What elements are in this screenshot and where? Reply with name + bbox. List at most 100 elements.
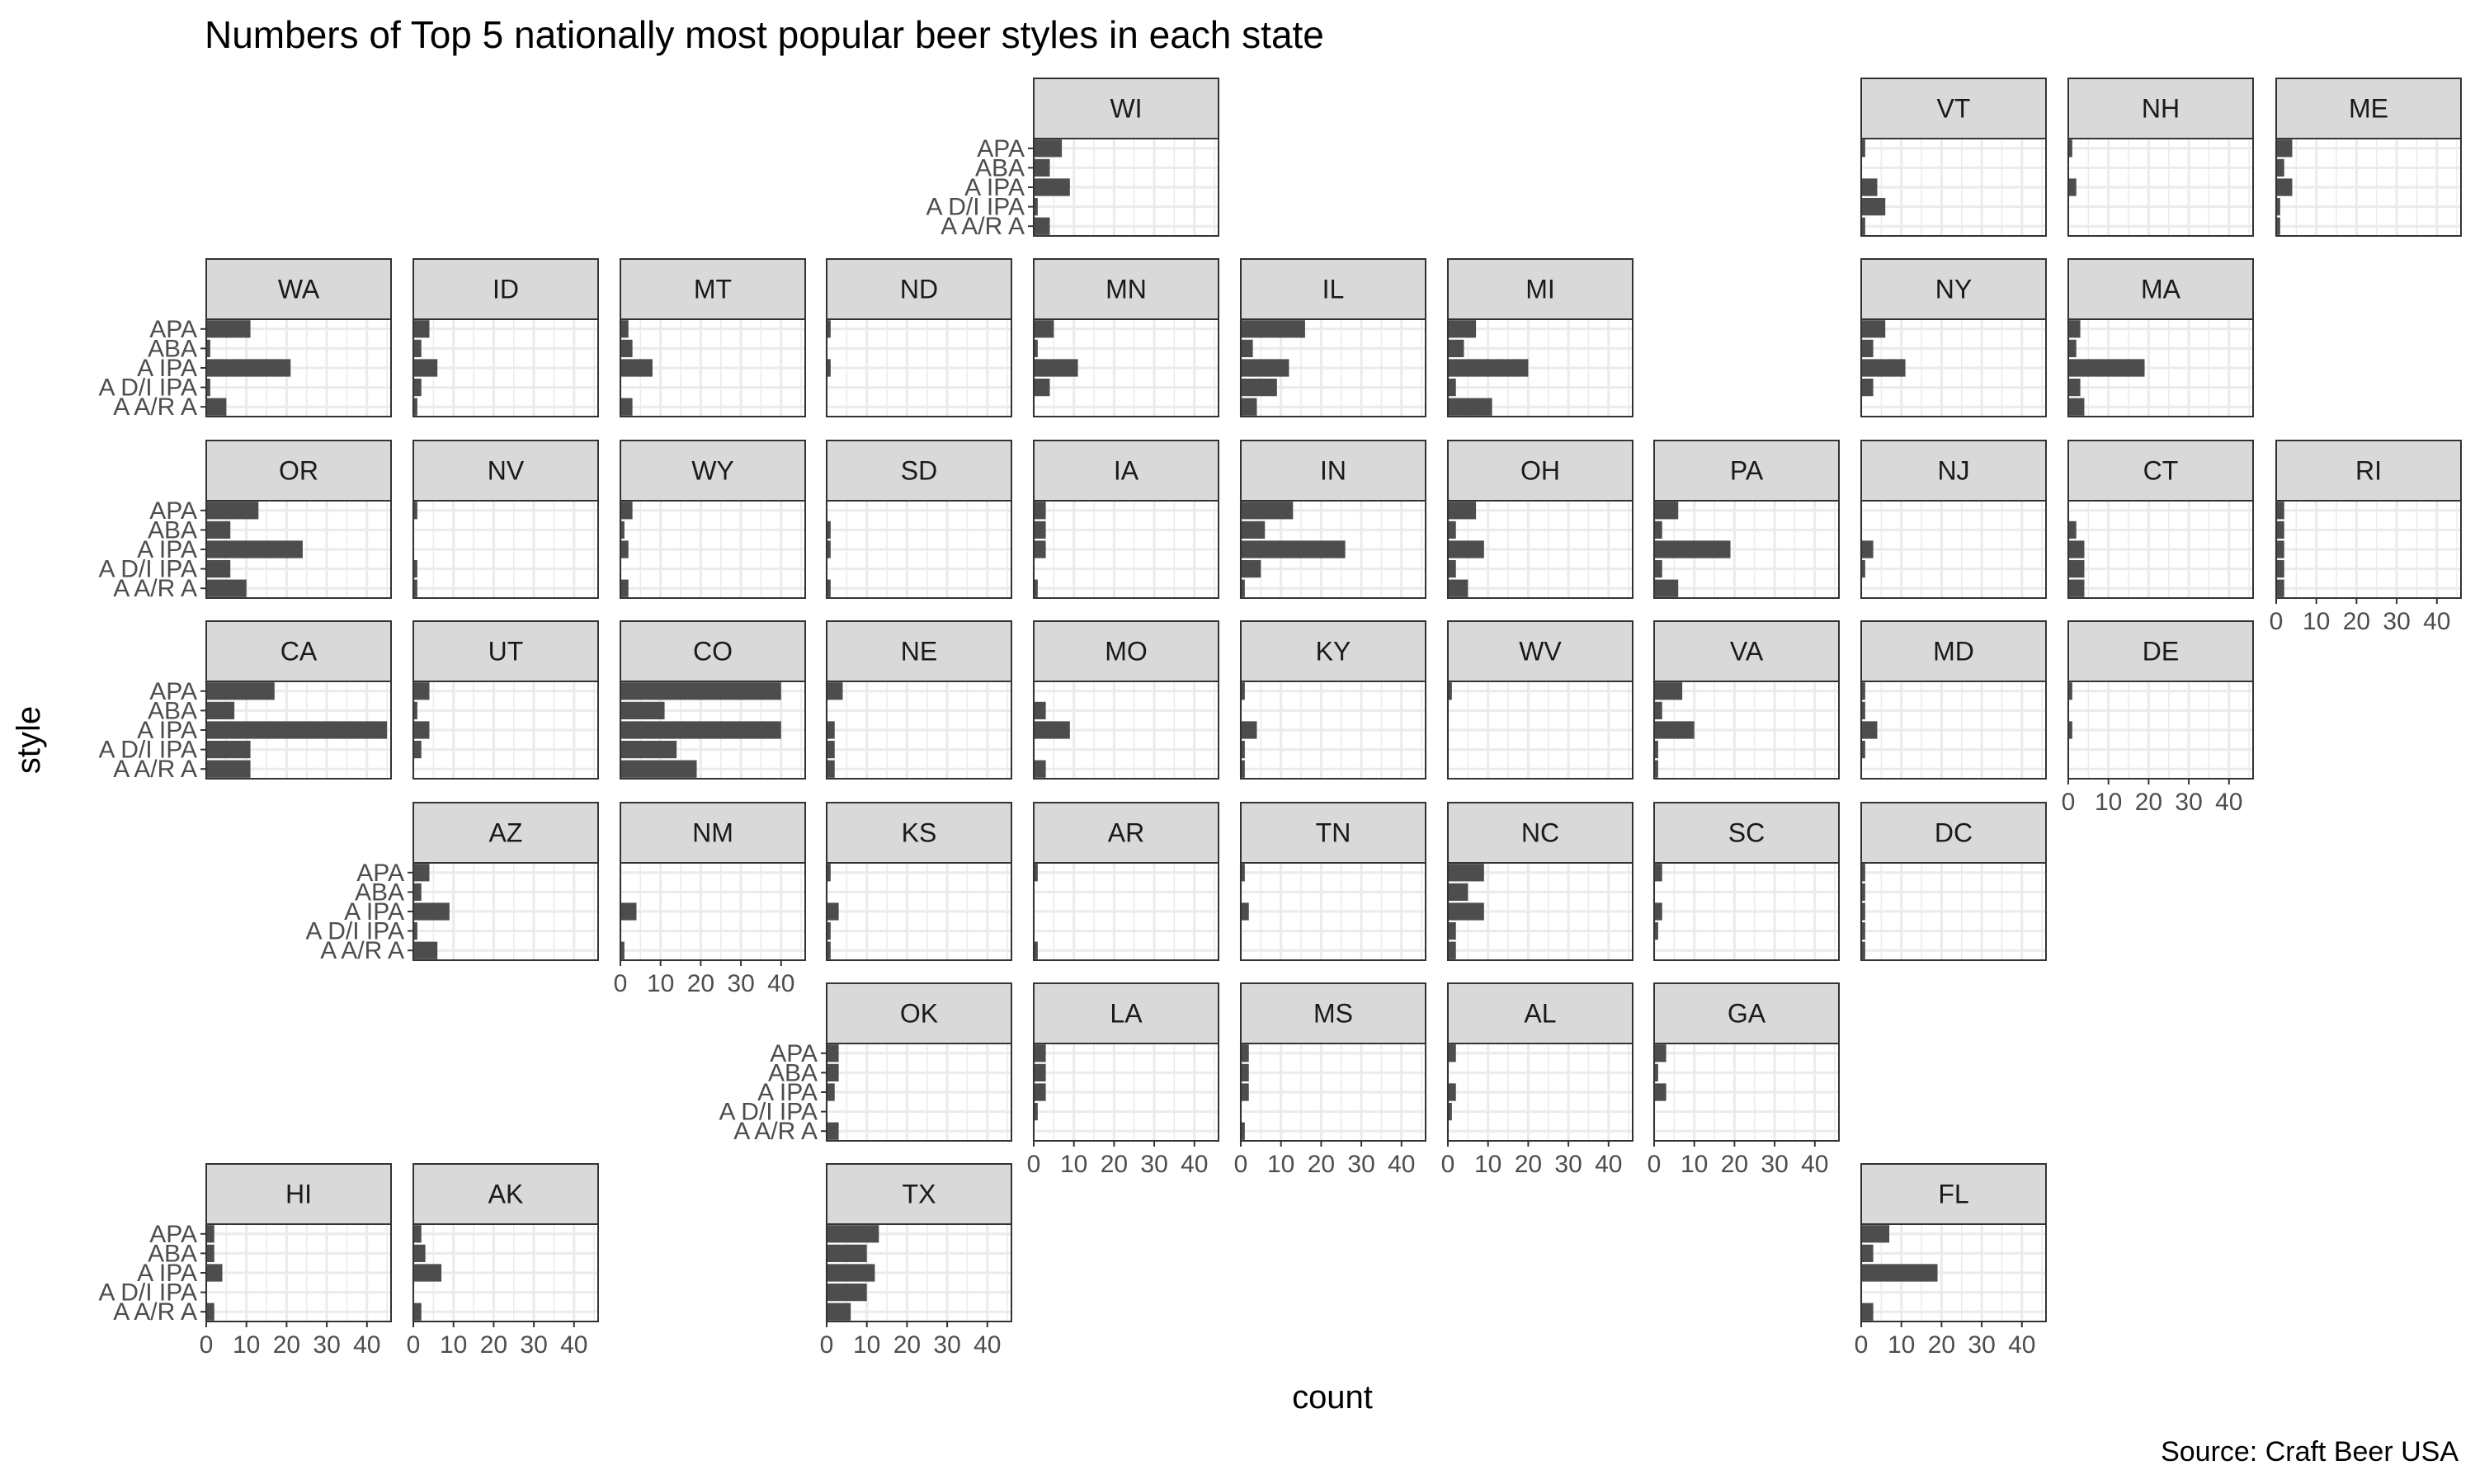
facet-panel-ny: NY xyxy=(1860,258,2047,417)
facet-strip xyxy=(1653,440,1840,502)
panel-border xyxy=(1447,318,1634,417)
y-tick-label: APA xyxy=(356,860,404,887)
facet-strip-label: IA xyxy=(1114,456,1139,486)
bar-il-3 xyxy=(1241,378,1277,397)
bar-or-0 xyxy=(206,502,259,520)
y-tick-label: A D/I IPA xyxy=(99,556,198,583)
bar-wi-3 xyxy=(1034,197,1038,216)
bar-la-1 xyxy=(1034,1063,1046,1082)
bar-mt-2 xyxy=(620,359,653,377)
bar-id-2 xyxy=(413,359,438,377)
bar-ri-4 xyxy=(2276,579,2284,597)
panel-border xyxy=(826,862,1012,961)
bar-nd-2 xyxy=(827,359,831,377)
bar-wa-1 xyxy=(206,339,210,358)
bar-wi-0 xyxy=(1034,139,1063,158)
y-tick-label: A IPA xyxy=(137,1260,197,1287)
panel-border xyxy=(1447,862,1634,961)
facet-strip xyxy=(1447,802,1634,864)
facet-strip xyxy=(826,802,1012,864)
facet-strip-label: NC xyxy=(1521,818,1559,848)
bar-va-3 xyxy=(1654,740,1658,759)
bar-ne-3 xyxy=(827,740,835,759)
bar-ga-1 xyxy=(1654,1063,1658,1082)
bar-id-4 xyxy=(413,398,417,416)
bar-nv-3 xyxy=(413,559,417,578)
bar-ak-0 xyxy=(413,1225,422,1243)
bar-tx-1 xyxy=(827,1244,867,1263)
bar-mn-0 xyxy=(1034,320,1054,338)
facet-strip xyxy=(2067,258,2254,320)
x-tick-label: 20 xyxy=(1308,1151,1335,1178)
facet-strip xyxy=(1860,258,2047,320)
bar-mt-1 xyxy=(620,339,633,358)
bar-ne-2 xyxy=(827,721,835,739)
bar-al-2 xyxy=(1448,1083,1456,1101)
x-tick-label: 10 xyxy=(1681,1151,1708,1178)
y-tick-label: A D/I IPA xyxy=(99,375,198,402)
x-tick-label: 20 xyxy=(2343,608,2370,635)
facet-strip xyxy=(1447,258,1634,320)
bar-az-4 xyxy=(413,941,438,959)
facet-strip-label: OK xyxy=(900,999,938,1029)
panel-border xyxy=(1033,862,1219,961)
facet-strip-label: GA xyxy=(1728,999,1766,1029)
panel-border xyxy=(826,318,1012,417)
panel-border xyxy=(1860,681,2047,780)
panel-border xyxy=(1860,138,2047,237)
x-tick-label: 0 xyxy=(1027,1151,1041,1178)
facet-panel-vt: VT xyxy=(1860,78,2047,237)
facet-strip-label: WV xyxy=(1519,637,1562,667)
bar-ca-4 xyxy=(206,760,251,778)
panel-border xyxy=(1860,500,2047,599)
bar-in-4 xyxy=(1241,579,1245,597)
bar-me-2 xyxy=(2276,178,2293,196)
bar-md-3 xyxy=(1861,740,1865,759)
panel-border xyxy=(412,318,599,417)
x-tick-label: 20 xyxy=(1515,1151,1542,1178)
facet-panel-al: AL 0 10 20 30 40 xyxy=(1441,982,1634,1178)
panel-border xyxy=(620,862,806,961)
bar-hi-4 xyxy=(206,1303,214,1321)
chart-caption: Source: Craft Beer USA xyxy=(2161,1436,2458,1468)
bar-me-3 xyxy=(2276,197,2280,216)
facet-panel-ne: NE xyxy=(825,620,1012,780)
bar-ms-0 xyxy=(1241,1044,1249,1062)
facet-strip-label: NJ xyxy=(1937,456,1969,486)
panel-border xyxy=(2067,318,2254,417)
bar-dc-1 xyxy=(1861,883,1865,902)
x-tick-label: 10 xyxy=(1474,1151,1502,1178)
bar-wa-2 xyxy=(206,359,291,377)
bar-de-2 xyxy=(2068,721,2072,739)
bar-az-1 xyxy=(413,883,422,902)
x-tick-label: 40 xyxy=(2423,608,2450,635)
bar-id-1 xyxy=(413,339,422,358)
facet-strip-label: NH xyxy=(2142,94,2180,124)
bar-sc-3 xyxy=(1654,921,1658,940)
bar-ia-1 xyxy=(1034,521,1046,539)
x-tick-label: 40 xyxy=(1388,1151,1415,1178)
facet-strip xyxy=(1240,802,1426,864)
bar-az-3 xyxy=(413,921,417,940)
x-tick-label: 40 xyxy=(974,1331,1001,1359)
bar-ny-3 xyxy=(1861,378,1874,397)
x-tick-label: 30 xyxy=(1347,1151,1374,1178)
facet-panel-il: IL xyxy=(1239,258,1426,417)
bar-ok-2 xyxy=(827,1083,835,1101)
bar-in-3 xyxy=(1241,559,1261,578)
bar-ca-2 xyxy=(206,721,388,739)
bar-ut-3 xyxy=(413,740,422,759)
panel-border xyxy=(1653,500,1840,599)
x-tick-label: 20 xyxy=(1101,1151,1128,1178)
x-tick-label: 0 xyxy=(1648,1151,1662,1178)
bar-nv-4 xyxy=(413,579,417,597)
bar-va-0 xyxy=(1654,682,1683,700)
bar-ma-0 xyxy=(2068,320,2081,338)
bar-hi-2 xyxy=(206,1264,223,1282)
facet-strip-label: SD xyxy=(901,456,937,486)
panel-border xyxy=(1240,318,1426,417)
bar-id-0 xyxy=(413,320,430,338)
facet-panel-nd: ND xyxy=(825,258,1012,417)
y-tick-label: A IPA xyxy=(137,717,197,744)
